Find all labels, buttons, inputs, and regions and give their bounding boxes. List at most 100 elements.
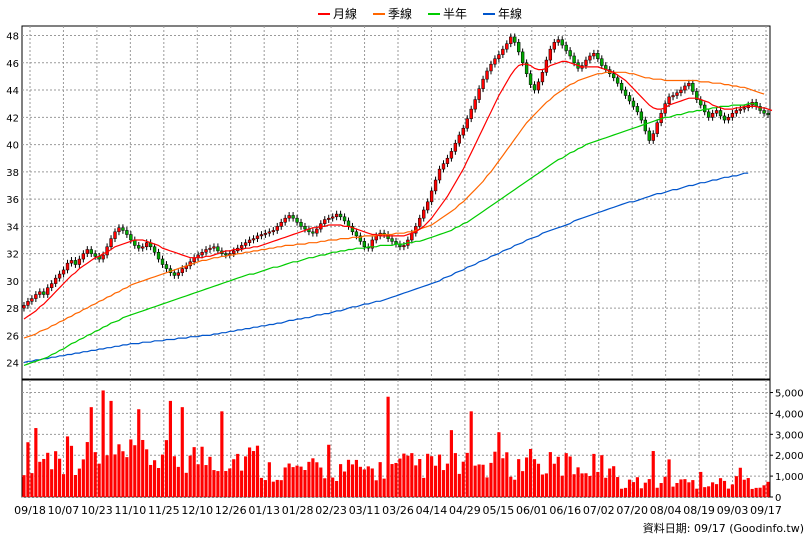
volume-bar xyxy=(679,479,683,497)
candle-up xyxy=(461,127,465,136)
volume-bar xyxy=(141,439,145,497)
volume-bar xyxy=(663,476,667,497)
candle-up xyxy=(22,305,26,309)
volume-y-tick-label: 5,000 xyxy=(775,389,804,400)
candle-down xyxy=(358,235,363,242)
candle-up xyxy=(651,133,655,141)
volume-bar xyxy=(552,463,556,497)
volume-bar xyxy=(426,453,430,497)
volume-bar xyxy=(608,468,612,497)
candle-up xyxy=(437,168,442,181)
volume-bar xyxy=(291,467,295,497)
volume-bar xyxy=(358,466,362,497)
volume-bar xyxy=(711,482,715,497)
volume-bar xyxy=(46,452,50,497)
volume-bar xyxy=(465,452,469,497)
volume-bar xyxy=(315,462,319,497)
volume-bar xyxy=(283,467,287,497)
volume-bar xyxy=(244,456,248,497)
candle-up xyxy=(144,242,149,248)
volume-bar xyxy=(489,462,493,497)
volume-bar xyxy=(568,456,572,497)
candle-up xyxy=(53,277,58,284)
candle-up xyxy=(449,151,454,159)
volume-bar xyxy=(38,461,42,497)
x-tick-label: 03/26 xyxy=(382,504,414,517)
candle-down xyxy=(362,241,367,248)
x-tick-label: 05/15 xyxy=(483,504,515,517)
volume-bar xyxy=(639,488,643,497)
candle-up xyxy=(410,232,414,241)
candle-up xyxy=(283,217,287,223)
volume-bar xyxy=(354,459,359,497)
candle-down xyxy=(73,260,78,265)
volume-bar xyxy=(683,479,687,497)
x-tick-label: 06/01 xyxy=(516,504,548,517)
y-tick-label: 42 xyxy=(6,113,19,124)
volume-bar xyxy=(228,468,232,497)
volume-bar xyxy=(85,442,89,497)
candle-up xyxy=(69,260,74,264)
volume-bar xyxy=(323,478,327,497)
volume-bar xyxy=(766,481,770,497)
x-tick-label: 03/11 xyxy=(349,504,381,517)
volume-bar xyxy=(251,451,256,497)
volume-bar xyxy=(34,428,38,497)
candle-up xyxy=(469,108,473,119)
x-tick-label: 07/20 xyxy=(616,504,648,517)
candle-down xyxy=(766,112,770,115)
volume-bar xyxy=(236,453,240,497)
volume-bar xyxy=(461,461,465,497)
candle-up xyxy=(251,238,256,241)
candle-down xyxy=(643,119,648,132)
volume-bar xyxy=(65,436,70,497)
candle-up xyxy=(536,81,541,91)
volume-bar xyxy=(647,479,651,497)
candle-up xyxy=(200,251,204,256)
volume-bar xyxy=(81,459,85,497)
candle-down xyxy=(224,253,228,256)
volume-bar xyxy=(311,458,315,497)
volume-bar xyxy=(612,466,616,497)
volume-bar xyxy=(58,458,62,497)
volume-bar xyxy=(572,474,576,497)
volume-bar xyxy=(457,473,461,497)
volume-bar xyxy=(160,454,165,497)
y-tick-label: 46 xyxy=(6,59,19,70)
volume-bar xyxy=(180,407,184,497)
candle-up xyxy=(433,179,438,192)
candle-down xyxy=(718,110,723,117)
candle-down xyxy=(350,226,355,233)
volume-bar xyxy=(497,432,501,497)
volume-bar xyxy=(560,475,564,497)
volume-bar xyxy=(406,455,410,497)
volume-bar xyxy=(588,475,592,497)
volume-bar xyxy=(620,488,624,497)
volume-bar xyxy=(30,473,34,497)
candle-up xyxy=(34,294,38,299)
volume-bar xyxy=(576,467,580,497)
candle-down xyxy=(137,245,141,249)
candle-up xyxy=(263,232,268,235)
candle-down xyxy=(160,258,165,265)
candle-up xyxy=(331,216,335,219)
candle-up xyxy=(287,215,291,219)
candle-up xyxy=(675,92,679,96)
candle-down xyxy=(528,73,533,85)
candle-down xyxy=(631,100,636,107)
candle-up xyxy=(109,238,113,248)
volume-bar xyxy=(188,455,192,497)
candle-up xyxy=(726,117,731,121)
source-date-label: 資料日期: 09/17 (Goodinfo.tw) xyxy=(643,521,804,535)
volume-bar xyxy=(532,459,537,497)
volume-bar xyxy=(275,479,279,497)
volume-bar xyxy=(366,466,370,497)
candle-up xyxy=(402,245,406,248)
candle-up xyxy=(544,59,549,73)
candle-down xyxy=(568,50,572,57)
candle-down xyxy=(42,291,46,295)
volume-bar xyxy=(224,471,228,497)
volume-bar xyxy=(394,462,398,497)
candle-up xyxy=(81,253,86,260)
volume-bar xyxy=(137,409,141,497)
